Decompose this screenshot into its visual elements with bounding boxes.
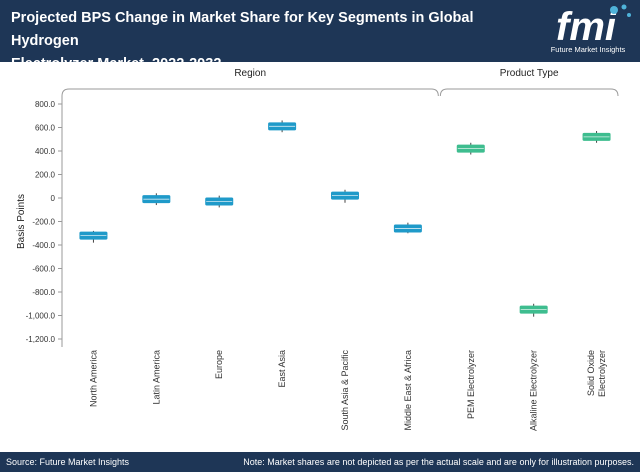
fmi-logo-mark: fmi xyxy=(556,4,631,49)
category-label: North America xyxy=(88,350,98,407)
category-label-group: PEM Electrolyzer xyxy=(466,350,476,419)
logo-dot-icon xyxy=(610,6,618,14)
category-label-group: North America xyxy=(88,350,98,407)
note-text: Note: Market shares are not depicted as … xyxy=(243,457,634,467)
category-label-group: Latin America xyxy=(151,350,161,405)
category-label: East Asia xyxy=(277,350,287,388)
group-bracket xyxy=(61,88,439,97)
logo-dot-icon xyxy=(621,4,627,10)
category-label: Latin America xyxy=(151,350,161,405)
category-label-group: South Asia & Pacific xyxy=(340,350,350,431)
y-tick-label: 200.0 xyxy=(35,171,56,180)
category-label: Europe xyxy=(214,350,224,379)
y-tick-label: -400.0 xyxy=(32,241,55,250)
data-marks xyxy=(79,120,611,317)
chart-title-line-1: Projected BPS Change in Market Share for… xyxy=(11,10,474,49)
fmi-logo: fmi Future Market Insights xyxy=(538,2,638,60)
y-tick-label: -600.0 xyxy=(32,265,55,274)
category-labels: North America Latin America Europe East Asi… xyxy=(88,350,607,432)
y-tick-label: 0 xyxy=(51,194,56,203)
category-label-group: East Asia xyxy=(277,350,287,388)
category-label-group: Solid Oxide Electrolyzer xyxy=(586,350,607,397)
source-text: Source: Future Market Insights xyxy=(6,457,130,467)
chart-title: Projected BPS Change in Market Share for… xyxy=(11,7,521,76)
chart-area: 800.0 600.0 400.0 200.0 0 -200.0 -400.0 -600.0 -… xyxy=(16,68,619,432)
logo-dot-icon xyxy=(627,13,631,17)
fmi-logo-caption: Future Market Insights xyxy=(550,45,626,54)
category-label: Electrolyzer xyxy=(597,350,607,397)
y-axis-title: Basis Points xyxy=(16,194,27,249)
chart-footer: Source: Future Market Insights Note: Mar… xyxy=(0,452,640,472)
y-tick-label: -1,000.0 xyxy=(26,312,56,321)
category-label: Alkaline Electrolyzer xyxy=(529,350,539,431)
y-tick-label: 600.0 xyxy=(35,124,56,133)
group-label: Product Type xyxy=(500,68,559,79)
y-tick-label: -1,200.0 xyxy=(26,335,56,344)
chart-title-line-2: Electrolyzer Market, 2022-2032 xyxy=(11,56,222,72)
category-label: Middle East & Africa xyxy=(403,350,413,431)
chart-header: Projected BPS Change in Market Share for… xyxy=(0,0,640,72)
category-label: South Asia & Pacific xyxy=(340,350,350,431)
category-label-group: Alkaline Electrolyzer xyxy=(529,350,539,431)
y-tick-label: 400.0 xyxy=(35,147,56,156)
y-axis: 800.0 600.0 400.0 200.0 0 -200.0 -400.0 -600.0 -… xyxy=(26,96,63,347)
category-label-group: Middle East & Africa xyxy=(403,350,413,431)
y-tick-label: -200.0 xyxy=(32,218,55,227)
y-tick-label: 800.0 xyxy=(35,100,56,109)
category-label: Solid Oxide xyxy=(586,350,596,396)
category-label: PEM Electrolyzer xyxy=(466,350,476,419)
fmi-logo-text: fmi xyxy=(556,5,617,46)
group-label: Region xyxy=(234,68,266,79)
group-brackets: Region Product Type xyxy=(61,68,619,97)
group-bracket xyxy=(439,88,619,97)
category-label-group: Europe xyxy=(214,350,224,379)
y-tick-label: -800.0 xyxy=(32,288,55,297)
